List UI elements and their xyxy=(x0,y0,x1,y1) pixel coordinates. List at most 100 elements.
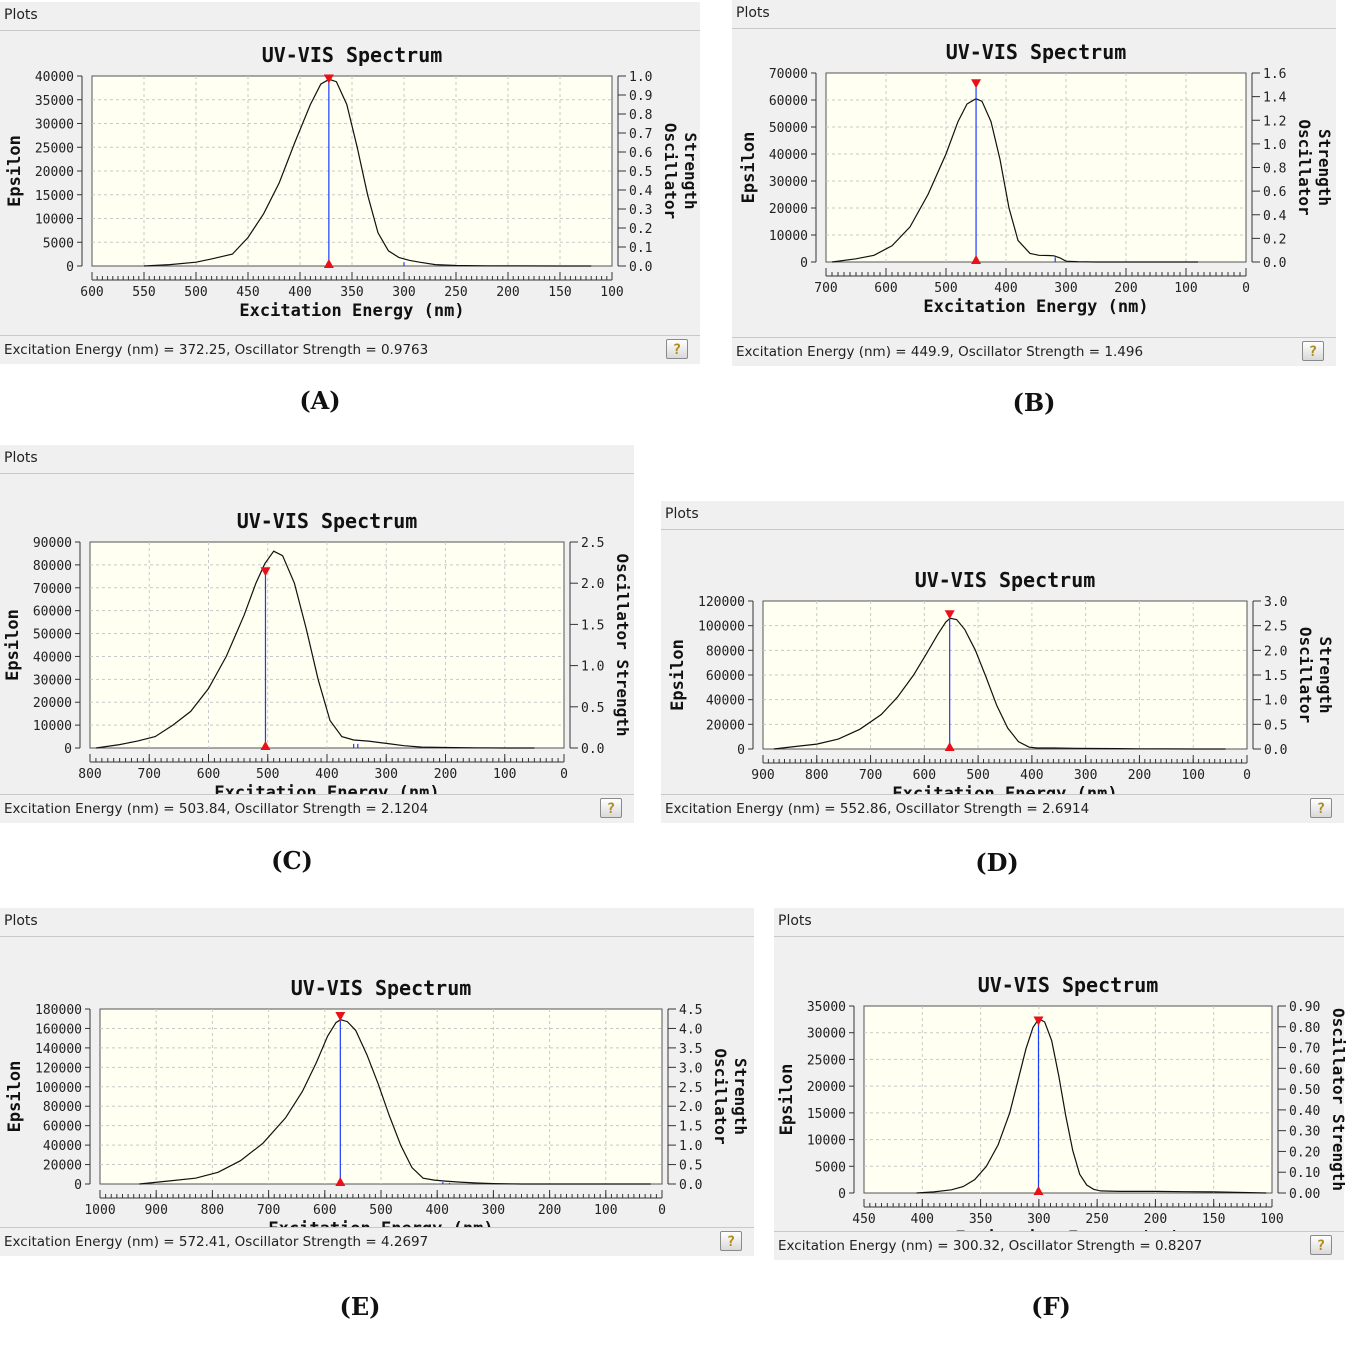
y2-tick-label: 0.5 xyxy=(629,165,652,180)
y2-tick-label: 4.5 xyxy=(679,1003,702,1018)
status-bar: Excitation Energy (nm) = 552.86, Oscilla… xyxy=(661,794,1344,823)
x-tick-label: 600 xyxy=(197,767,220,782)
y2-axis-title: Oscillator Strength xyxy=(1329,1008,1348,1191)
y2-tick-label: 3.5 xyxy=(679,1042,702,1057)
y-tick-label: 160000 xyxy=(35,1022,82,1037)
y-tick-label: 0 xyxy=(737,743,745,758)
y2-tick-label: 3.0 xyxy=(1264,595,1287,610)
uv-vis-chart-b[interactable]: UV-VIS Spectrum 700 600 500 400 300 200 100 0 Exc… xyxy=(732,29,1336,337)
x-tick-label: 400 xyxy=(288,285,311,300)
y2-tick-label: 0.50 xyxy=(1289,1083,1320,1098)
x-axis-title: Excitation Energy (nm) xyxy=(923,297,1148,317)
y2-tick-label: 0.0 xyxy=(581,742,604,757)
y-tick-label: 35000 xyxy=(35,94,74,109)
spectrum-line xyxy=(139,1019,651,1185)
y2-tick-label: 4.0 xyxy=(679,1022,702,1037)
y2-tick-label: 1.0 xyxy=(581,660,604,675)
peak-marker-top xyxy=(1033,1016,1044,1026)
y2-axis-title: Strength xyxy=(1315,129,1334,206)
y2-tick-label: 3.0 xyxy=(679,1061,702,1076)
panel-header: Plots xyxy=(0,445,634,473)
help-button[interactable]: ? xyxy=(720,1231,742,1251)
y-tick-label: 60000 xyxy=(33,605,72,620)
plot-panel-f: Plots UV-VIS Spectrum 450 400 350 300 250 200 1… xyxy=(774,908,1348,1260)
chart-title: UV-VIS Spectrum xyxy=(978,973,1159,997)
help-button[interactable]: ? xyxy=(1310,798,1332,818)
x-tick-label: 450 xyxy=(852,1212,875,1227)
x-tick-label: 0 xyxy=(1242,281,1250,296)
x-tick-label: 100 xyxy=(1181,768,1204,783)
x-tick-label: 150 xyxy=(548,285,571,300)
help-button[interactable]: ? xyxy=(1310,1235,1332,1255)
y2-axis-title: Oscillator xyxy=(711,1048,730,1144)
x-tick-label: 0 xyxy=(1243,768,1251,783)
x-tick-label: 300 xyxy=(482,1203,505,1218)
x-tick-label: 100 xyxy=(600,285,623,300)
y-tick-label: 50000 xyxy=(769,121,808,136)
help-button[interactable]: ? xyxy=(666,339,688,359)
y2-axis-title: Strength xyxy=(1316,636,1335,713)
status-bar: Excitation Energy (nm) = 372.25, Oscilla… xyxy=(0,335,700,364)
y2-axis-title: Strength xyxy=(681,132,700,209)
y-tick-label: 80000 xyxy=(706,644,745,659)
y-tick-label: 40000 xyxy=(33,650,72,665)
y2-tick-label: 0.20 xyxy=(1289,1145,1320,1160)
panel-header-label: Plots xyxy=(4,913,38,929)
y-axis-title: Epsilon xyxy=(3,609,23,681)
x-tick-label: 700 xyxy=(859,768,882,783)
y2-tick-label: 0.5 xyxy=(1264,718,1287,733)
y2-tick-label: 0.5 xyxy=(581,701,604,716)
chart-title: UV-VIS Spectrum xyxy=(946,40,1127,64)
x-tick-label: 800 xyxy=(201,1203,224,1218)
y-tick-label: 25000 xyxy=(807,1053,846,1068)
x-tick-label: 300 xyxy=(392,285,415,300)
y2-tick-label: 0.70 xyxy=(1289,1042,1320,1057)
x-tick-label: 700 xyxy=(138,767,161,782)
caption-b: (B) xyxy=(1012,388,1056,417)
y2-axis-title: Oscillator xyxy=(661,123,680,219)
spectrum-line xyxy=(916,1018,1267,1194)
y-tick-label: 60000 xyxy=(43,1120,82,1135)
x-tick-label: 600 xyxy=(913,768,936,783)
x-tick-label: 500 xyxy=(369,1203,392,1218)
help-button[interactable]: ? xyxy=(1302,341,1324,361)
help-icon: ? xyxy=(1309,344,1317,359)
x-tick-label: 350 xyxy=(969,1212,992,1227)
y-tick-label: 60000 xyxy=(706,669,745,684)
y-tick-label: 100000 xyxy=(698,620,745,635)
help-icon: ? xyxy=(727,1234,735,1249)
plot-panel-d: Plots UV-VIS Spectrum 900 800 700 600 500 400 3… xyxy=(661,501,1344,823)
y-tick-label: 40000 xyxy=(35,70,74,85)
uv-vis-chart-d[interactable]: UV-VIS Spectrum 900 800 700 600 500 400 300 200 1… xyxy=(661,530,1344,804)
status-text: Excitation Energy (nm) = 372.25, Oscilla… xyxy=(4,342,429,358)
x-tick-label: 350 xyxy=(340,285,363,300)
status-bar: Excitation Energy (nm) = 300.32, Oscilla… xyxy=(774,1231,1344,1260)
peak-marker-top xyxy=(335,1011,346,1021)
help-button[interactable]: ? xyxy=(600,798,622,818)
x-tick-label: 150 xyxy=(1202,1212,1225,1227)
status-text: Excitation Energy (nm) = 572.41, Oscilla… xyxy=(4,1234,429,1250)
uv-vis-chart-a[interactable]: UV-VIS Spectrum 600 550 500 450 400 350 300 250 2… xyxy=(0,31,700,336)
y-tick-label: 50000 xyxy=(33,628,72,643)
x-tick-label: 0 xyxy=(560,767,568,782)
svg-text:?: ? xyxy=(607,801,615,816)
x-tick-label: 300 xyxy=(375,767,398,782)
y-tick-label: 180000 xyxy=(35,1003,82,1018)
y-axis-title: Epsilon xyxy=(668,639,688,711)
y-tick-label: 25000 xyxy=(35,141,74,156)
y2-axis-title: Oscillator Strength xyxy=(613,553,632,736)
x-tick-label: 200 xyxy=(434,767,457,782)
y2-axis-title: Oscillator xyxy=(1295,119,1314,215)
y-tick-label: 10000 xyxy=(33,719,72,734)
y-tick-label: 40000 xyxy=(769,148,808,163)
uv-vis-chart-f[interactable]: UV-VIS Spectrum 450 400 350 300 250 200 150 100 E… xyxy=(774,937,1348,1248)
x-tick-label: 250 xyxy=(1085,1212,1108,1227)
y2-tick-label: 2.0 xyxy=(679,1100,702,1115)
status-text: Excitation Energy (nm) = 449.9, Oscillat… xyxy=(736,344,1144,360)
y2-tick-label: 1.0 xyxy=(679,1139,702,1154)
x-tick-label: 300 xyxy=(1027,1212,1050,1227)
y-tick-label: 10000 xyxy=(769,229,808,244)
peak-marker-bottom xyxy=(1033,1186,1044,1195)
